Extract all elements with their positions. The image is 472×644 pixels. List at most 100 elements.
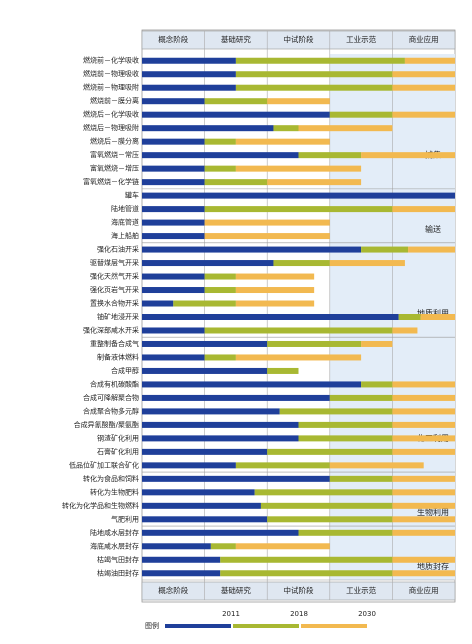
stage-label: 基础研究 — [221, 585, 251, 595]
bar-segment — [329, 260, 405, 267]
bar-segment — [142, 71, 236, 78]
bar-segment — [142, 516, 268, 523]
bar-segment — [260, 502, 393, 509]
stage-label: 商业应用 — [409, 34, 439, 44]
category-label: 合成可降解聚合物 — [83, 393, 139, 402]
category-label: 重整制备合成气 — [90, 339, 139, 348]
category-label: 燃烧后－物理吸附 — [83, 123, 139, 132]
category-label: 转化为食品和饲料 — [83, 474, 139, 483]
group-label: 地质利用 — [417, 308, 449, 318]
bar-segment — [361, 381, 393, 388]
category-label: 转化为化学品和生物燃料 — [62, 501, 139, 510]
stage-header-band — [141, 30, 456, 50]
bar-segment — [398, 314, 421, 320]
bar-segment — [392, 111, 455, 118]
bar-segment — [142, 165, 205, 172]
bar-segment — [392, 408, 455, 415]
bar-segment — [267, 516, 393, 523]
category-label: 低品位矿加工联合矿化 — [69, 460, 139, 469]
category-label: 合成异氰酸酯/聚氨酯 — [74, 420, 139, 429]
bar-segment — [361, 152, 455, 159]
bar-segment — [142, 219, 205, 226]
legend-swatch — [165, 624, 231, 628]
stage-label: 基础研究 — [221, 34, 251, 44]
bar-segment — [204, 138, 236, 145]
bar-segment — [142, 340, 268, 347]
category-label: 陆地管道 — [111, 204, 139, 213]
bar-segment — [142, 84, 236, 91]
bar-segment — [142, 138, 205, 145]
bar-segment — [267, 340, 362, 347]
bar-segment — [392, 448, 455, 455]
category-label: 转化为生物肥料 — [90, 487, 139, 496]
bar-segment — [204, 219, 330, 226]
bar-segment — [235, 138, 330, 145]
stage-label: 商业应用 — [409, 585, 439, 595]
category-label: 燃烧前－物理吸收 — [83, 69, 139, 78]
category-label: 燃烧后－膜分离 — [90, 137, 139, 146]
bar-segment — [392, 435, 455, 442]
bar-segment — [267, 367, 299, 374]
category-label: 合成聚合物多元醇 — [83, 406, 139, 415]
bar-segment — [235, 71, 393, 78]
bar-segment — [142, 381, 362, 388]
bar-segment — [298, 421, 393, 428]
category-label: 燃烧后－化学吸收 — [83, 110, 139, 119]
bar-segment — [273, 125, 299, 132]
bar-segment — [279, 408, 393, 415]
bar-segment — [235, 287, 315, 294]
bar-segment — [392, 529, 455, 536]
bar-segment — [142, 179, 205, 186]
bar-segment — [420, 314, 455, 320]
bar-segment — [220, 556, 393, 563]
stage-label: 概念阶段 — [158, 34, 188, 44]
legend-label: 2018 — [290, 610, 308, 618]
category-label: 富氧燃烧－常压 — [90, 150, 139, 159]
bar-segment — [142, 529, 299, 536]
legend-title: 图例 — [145, 621, 159, 630]
category-label: 罐车 — [125, 191, 139, 200]
category-label: 海底咸水层封存 — [90, 541, 139, 550]
bar-segment — [267, 98, 330, 105]
bar-segment — [235, 273, 315, 280]
bar-segment — [392, 502, 455, 509]
stage-header-band — [141, 581, 456, 601]
stage-label: 概念阶段 — [158, 585, 188, 595]
bar-segment — [142, 421, 299, 428]
bar-segment — [392, 489, 455, 496]
bar-segment — [204, 98, 268, 105]
category-label: 石膏矿化利用 — [97, 447, 139, 456]
category-label: 富氧燃烧－化学链 — [83, 177, 139, 186]
bar-segment — [392, 327, 418, 334]
stage-label: 中试阶段 — [284, 585, 314, 595]
bar-segment — [392, 556, 455, 563]
bar-segment — [298, 435, 393, 442]
bar-segment — [210, 543, 236, 550]
bar-segment — [142, 556, 221, 563]
category-label: 强化页岩气开采 — [90, 285, 139, 294]
bar-segment — [142, 314, 399, 320]
bar-segment — [142, 435, 299, 442]
stage-label: 工业示范 — [346, 585, 376, 595]
category-label: 燃烧前－物理吸附 — [83, 83, 139, 92]
bar-segment — [204, 354, 236, 361]
category-label: 强化天然气开采 — [90, 272, 139, 281]
bar-segment — [235, 300, 315, 307]
bar-segment — [142, 502, 261, 509]
bar-segment — [392, 421, 455, 428]
bar-segment — [142, 233, 205, 240]
bar-segment — [267, 179, 362, 186]
category-label: 枯竭气田封存 — [97, 555, 139, 564]
category-label: 铀矿地浸开采 — [97, 312, 139, 321]
category-label: 强化深部咸水开采 — [83, 325, 139, 334]
bar-segment — [392, 71, 455, 78]
category-label: 置换水合物开采 — [90, 299, 139, 308]
bar-segment — [142, 206, 205, 213]
bar-segment — [254, 489, 393, 496]
bar-segment — [204, 165, 236, 172]
bar-segment — [235, 165, 362, 172]
category-label: 制备液体燃料 — [97, 352, 139, 361]
bar-segment — [142, 152, 299, 159]
bar-segment — [235, 84, 393, 91]
bar-segment — [235, 354, 362, 361]
